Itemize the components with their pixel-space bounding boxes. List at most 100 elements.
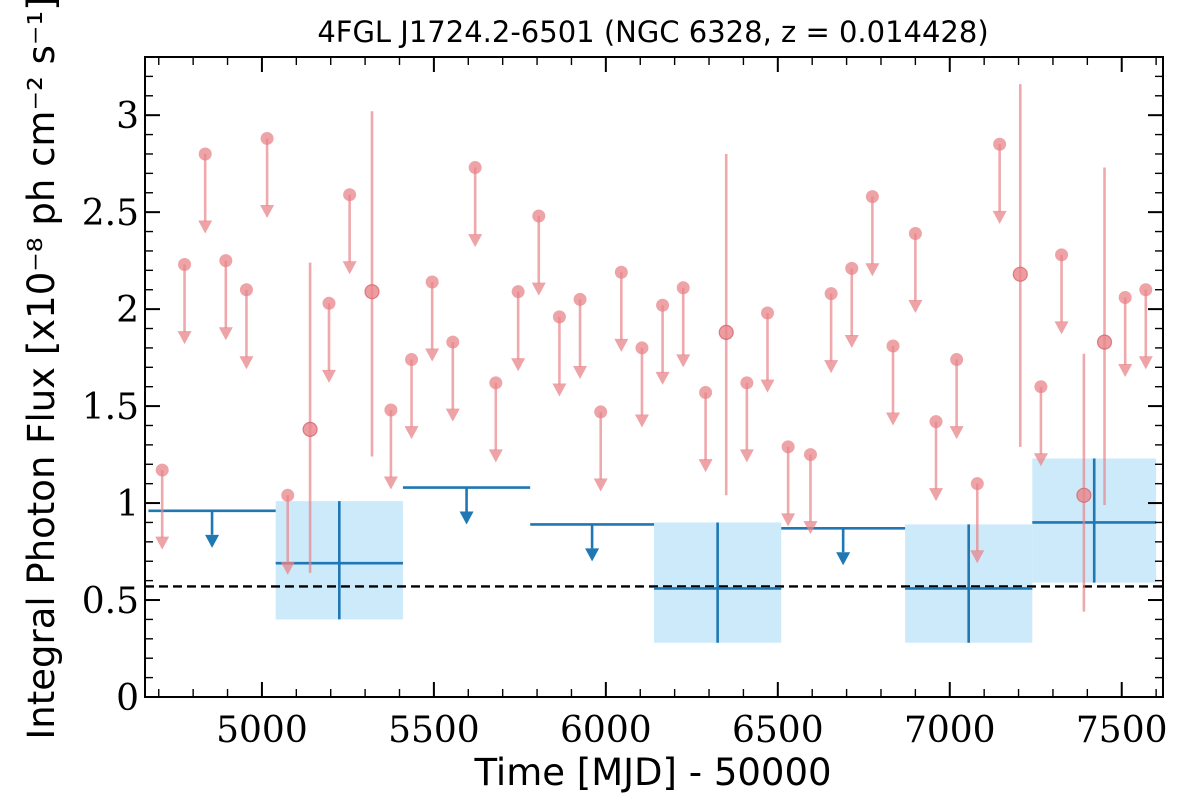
x-tick-labels: 5000 5500 6000 6500 7000 7500: [216, 710, 1167, 751]
fine-upper-limit-arrow: [1054, 321, 1069, 335]
fine-bin-series: [155, 84, 1153, 612]
fine-upper-limit-point: [155, 463, 169, 477]
fine-upper-limit-arrow: [929, 488, 944, 502]
fine-upper-limit-point: [1139, 283, 1153, 297]
y-axis-label: Integral Photon Flux [x10⁻⁸ ph cm⁻² s⁻¹]: [20, 0, 63, 740]
fine-upper-limit-point: [614, 265, 628, 279]
y-tick-label: 2.5: [82, 193, 139, 234]
fine-upper-limit-arrow: [321, 369, 336, 383]
fine-upper-limit-arrow: [949, 426, 964, 440]
coarse-upper-limit-arrow: [836, 552, 851, 566]
fine-upper-limit-point: [970, 477, 984, 491]
fine-upper-limit-arrow: [218, 327, 233, 341]
fine-upper-limit-point: [635, 341, 649, 355]
coarse-upper-limit-arrow: [585, 548, 600, 562]
y-tick-label: 0.5: [82, 581, 139, 622]
fine-upper-limit-point: [281, 488, 295, 502]
fine-upper-limit-point: [260, 131, 274, 145]
chart-title: 4FGL J1724.2-6501 (NGC 6328, z = 0.01442…: [317, 15, 988, 49]
fine-upper-limit-arrow: [177, 331, 192, 345]
fine-upper-limit-point: [511, 285, 525, 299]
fine-upper-limit-point: [1118, 290, 1132, 304]
fine-upper-limit-point: [803, 448, 817, 462]
fine-upper-limit-point: [532, 209, 546, 223]
fine-upper-limit-arrow: [511, 358, 526, 372]
fine-detection-point: [1012, 266, 1028, 282]
fine-upper-limit-point: [446, 335, 460, 349]
fine-upper-limit-arrow: [531, 282, 546, 296]
fine-upper-limit-arrow: [342, 261, 357, 275]
fine-upper-limit-arrow: [1118, 364, 1133, 378]
y-tick-label: 1.5: [82, 387, 139, 428]
fine-upper-limit-arrow: [198, 220, 213, 234]
fine-upper-limit-arrow: [425, 348, 440, 362]
fine-upper-limit-point: [824, 287, 838, 301]
x-tick-label: 6000: [560, 710, 652, 751]
fine-upper-limit-point: [425, 275, 439, 289]
y-tick-label: 3: [116, 96, 139, 137]
plot-frame: [144, 56, 1164, 698]
fine-upper-limit-point: [1055, 248, 1069, 262]
fine-upper-limit-arrow: [655, 371, 670, 385]
fine-upper-limit-arrow: [1138, 356, 1153, 370]
fine-upper-limit-point: [552, 310, 566, 324]
fine-upper-limit-arrow: [908, 300, 923, 314]
coarse-bin-series: [148, 458, 1157, 643]
fine-upper-limit-arrow: [573, 366, 588, 379]
fine-upper-limit-arrow: [383, 476, 398, 490]
fine-upper-limit-arrow: [552, 383, 567, 397]
fine-upper-limit-point: [699, 386, 713, 400]
fine-upper-limit-arrow: [698, 459, 713, 473]
fine-upper-limit-arrow: [844, 334, 859, 348]
fine-upper-limit-point: [343, 188, 357, 202]
fine-upper-limit-point: [489, 376, 503, 390]
coarse-upper-limit-arrow: [205, 534, 220, 548]
fine-upper-limit-arrow: [468, 234, 483, 248]
coarse-bin-error-boxes: [275, 458, 1157, 643]
fine-upper-limit-point: [405, 353, 419, 367]
fine-upper-limit-point: [781, 440, 795, 454]
fine-upper-limit-arrow: [760, 379, 775, 393]
fine-upper-limit-point: [865, 190, 879, 204]
fine-upper-limit-arrow: [239, 356, 254, 370]
fine-upper-limit-arrow: [155, 536, 170, 550]
fine-upper-limit-arrow: [634, 414, 649, 428]
axis-ticks: [145, 56, 1163, 698]
fine-detection-point: [718, 324, 734, 340]
fine-upper-limit-arrow: [260, 205, 275, 219]
fine-upper-limit-arrow: [824, 360, 839, 374]
y-tick-label: 0: [116, 678, 139, 719]
fine-upper-limit-arrow: [676, 354, 691, 368]
fine-upper-limit-point: [740, 376, 754, 390]
fine-upper-limit-point: [322, 296, 336, 310]
fine-upper-limit-point: [468, 161, 482, 175]
fine-upper-limit-point: [594, 405, 608, 419]
fine-upper-limit-point: [198, 147, 212, 161]
fine-upper-limit-point: [384, 403, 398, 417]
fine-upper-limit-arrow: [614, 338, 629, 352]
fine-upper-limit-point: [178, 258, 192, 272]
fine-upper-limit-point: [760, 306, 774, 320]
fine-upper-limit-point: [993, 137, 1007, 151]
fine-detection-point: [1096, 334, 1113, 350]
fine-upper-limit-point: [573, 292, 587, 306]
fine-upper-limit-arrow: [865, 263, 880, 277]
fine-upper-limit-point: [950, 353, 964, 367]
fine-upper-limit-point: [929, 415, 943, 429]
fine-upper-limit-point: [219, 254, 233, 268]
x-tick-label: 6500: [732, 710, 824, 751]
fine-upper-limit-point: [908, 226, 922, 240]
fine-upper-limit-point: [845, 261, 859, 275]
fine-upper-limit-arrow: [803, 521, 818, 535]
fine-detection-point: [364, 284, 380, 300]
fine-upper-limit-point: [656, 298, 670, 312]
fine-upper-limit-arrow: [970, 550, 985, 564]
fine-detection-point: [1076, 487, 1092, 503]
fine-detection-point: [302, 421, 318, 437]
fine-upper-limit-point: [676, 281, 690, 295]
x-tick-label: 7500: [1076, 710, 1168, 751]
x-tick-label: 5500: [388, 710, 480, 751]
fine-upper-limit-arrow: [1033, 453, 1048, 467]
fine-upper-limit-arrow: [781, 513, 796, 527]
